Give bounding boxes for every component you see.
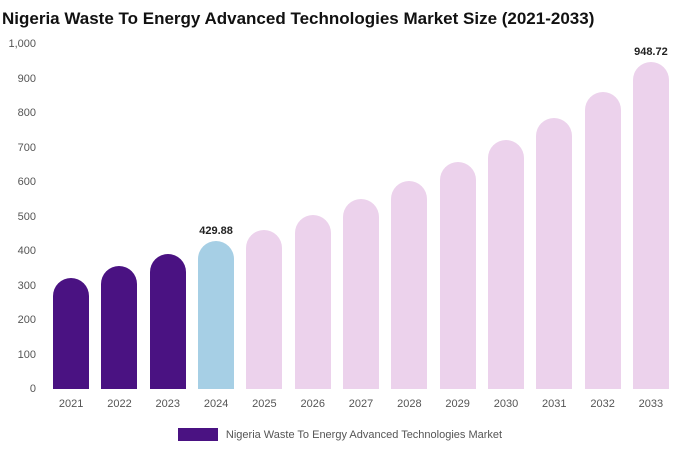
- bar-2033[interactable]: [632, 61, 669, 389]
- bar-cell: [144, 254, 192, 389]
- y-axis-tick: 300: [17, 279, 36, 292]
- bar-cell: 429.88: [192, 225, 240, 389]
- x-axis-label: 2027: [348, 398, 374, 410]
- bar-cell: [530, 117, 578, 389]
- bar-2023[interactable]: [149, 254, 186, 389]
- plot-wrap: 1,000 900 800 700 600 500 400 300 200 100 0 429.88…: [0, 38, 680, 410]
- y-axis: 1,000 900 800 700 600 500 400 300 200 100 0: [0, 38, 42, 395]
- bar-2031[interactable]: [536, 117, 573, 389]
- bar-2030[interactable]: [487, 140, 524, 389]
- x-axis-label: 2026: [300, 398, 325, 410]
- y-axis-tick: 800: [17, 107, 36, 119]
- x-axis-label: 2030: [493, 398, 519, 410]
- x-axis-label: 2023: [155, 398, 181, 410]
- bar-cell: [385, 180, 433, 389]
- bar-2028[interactable]: [391, 180, 428, 389]
- y-axis-tick: 700: [17, 141, 36, 154]
- y-axis-tick: 600: [17, 176, 36, 188]
- x-axis-label: 2028: [397, 398, 422, 410]
- chart-title: Nigeria Waste To Energy Advanced Technol…: [2, 9, 595, 28]
- plot-area: 429.88 948.72 2021 2022 2023 2024 2025 2026 202…: [42, 44, 680, 410]
- bar-2027[interactable]: [343, 198, 380, 389]
- bar-cell: [482, 140, 530, 389]
- bar-cell: [47, 277, 95, 389]
- bar-2026[interactable]: [294, 214, 331, 389]
- x-axis-label: 2032: [590, 398, 615, 410]
- x-axis-label: 2024: [203, 398, 229, 410]
- bar-cell: [240, 229, 288, 389]
- bar-2021[interactable]: [53, 277, 90, 389]
- bar-2029[interactable]: [439, 162, 476, 389]
- bar-2022[interactable]: [101, 266, 138, 389]
- bar-series: 429.88 948.72: [42, 44, 680, 389]
- y-axis-tick: 0: [29, 383, 36, 395]
- bar-cell: [434, 162, 482, 389]
- y-axis-tick: 1,000: [8, 38, 36, 50]
- y-axis-tick: 900: [17, 72, 36, 85]
- x-axis-label: 2031: [542, 398, 567, 410]
- y-axis-tick: 100: [17, 348, 36, 361]
- bar-cell: [95, 266, 143, 389]
- bar-cell: [289, 214, 337, 389]
- legend: Nigeria Waste To Energy Advanced Technol…: [0, 428, 680, 441]
- x-axis-label: 2029: [445, 398, 470, 410]
- x-axis-label: 2022: [107, 398, 132, 410]
- x-axis-label: 2025: [252, 398, 277, 410]
- bar-cell: [337, 198, 385, 389]
- legend-swatch: [177, 428, 218, 441]
- bar-cell: [578, 92, 626, 389]
- bar-value-label: 948.72: [634, 45, 668, 58]
- bar-value-label: 429.88: [199, 224, 233, 237]
- x-axis-label: 2033: [638, 398, 664, 410]
- y-axis-tick: 500: [17, 210, 36, 223]
- y-axis-tick: 400: [17, 245, 36, 257]
- x-axis-label: 2021: [58, 398, 84, 410]
- y-axis-tick: 200: [17, 314, 36, 326]
- bar-2025[interactable]: [246, 229, 283, 389]
- bar-cell: 948.72: [627, 46, 675, 389]
- bar-2024[interactable]: [198, 240, 235, 389]
- bar-2032[interactable]: [584, 92, 621, 389]
- x-axis: 2021 2022 2023 2024 2025 2026 2027 2028 2029 2030…: [42, 398, 680, 410]
- legend-label: Nigeria Waste To Energy Advanced Technol…: [225, 428, 503, 441]
